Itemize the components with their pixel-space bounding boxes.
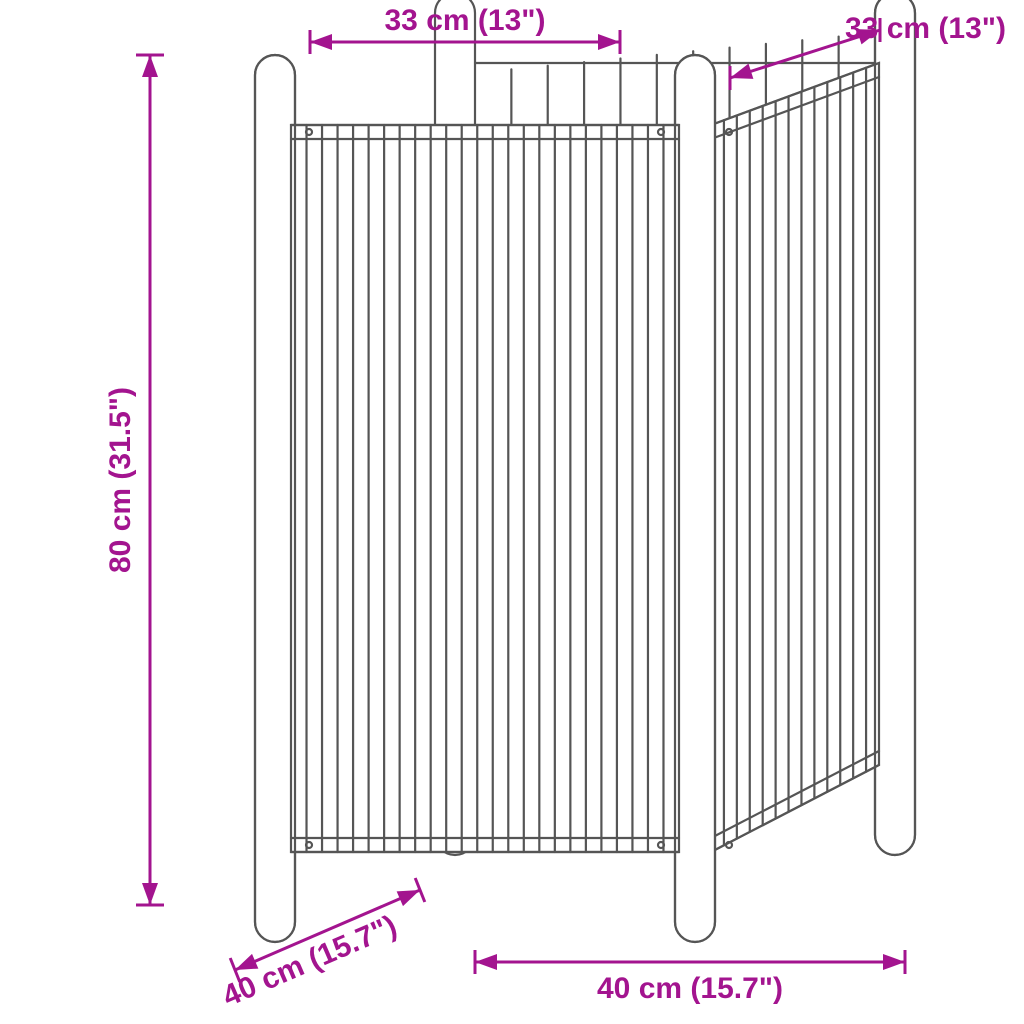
dim-top-side-label: 33 cm (13") xyxy=(845,12,1006,45)
dimension-diagram: 80 cm (31.5") 33 cm (13") 33 cm (13") 40 cm… xyxy=(0,0,1024,1024)
dim-bottom-right-label: 40 cm (15.7") xyxy=(597,972,783,1005)
product-drawing xyxy=(255,0,915,942)
dim-top-front-label: 33 cm (13") xyxy=(385,4,546,37)
dim-height-label: 80 cm (31.5") xyxy=(104,387,137,573)
